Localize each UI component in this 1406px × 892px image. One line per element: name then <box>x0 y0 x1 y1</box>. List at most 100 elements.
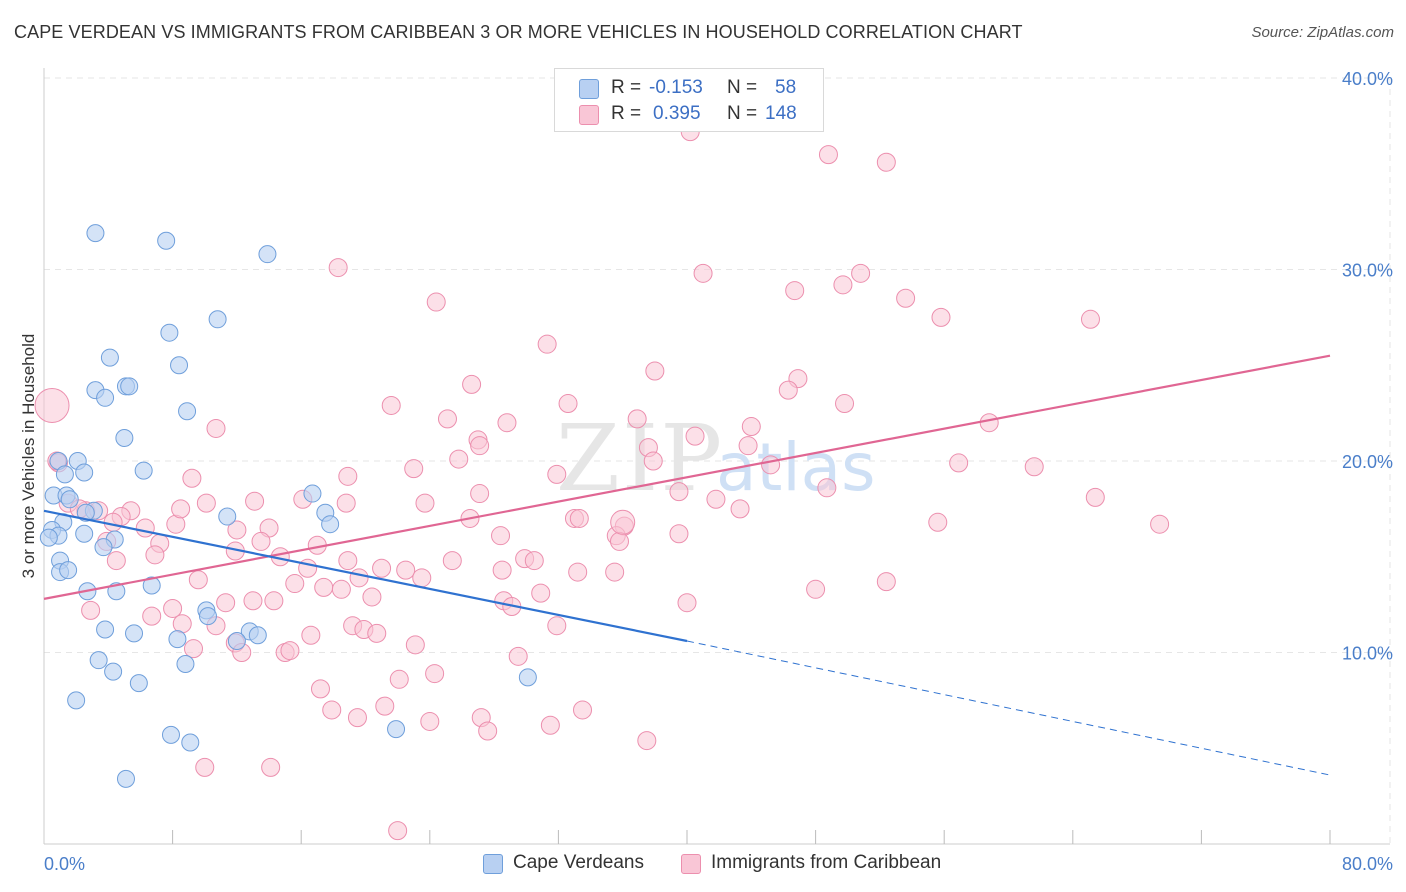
point-immigrants-from-caribbean <box>835 394 855 414</box>
trend-lines <box>43 354 1331 776</box>
point-immigrants-from-caribbean <box>405 635 425 655</box>
point-immigrants-from-caribbean <box>677 593 697 613</box>
chart-title: CAPE VERDEAN VS IMMIGRANTS FROM CARIBBEA… <box>14 22 1023 42</box>
point-immigrants-from-caribbean <box>876 152 896 172</box>
point-cape-verdeans <box>321 515 340 534</box>
point-immigrants-from-caribbean <box>280 641 300 661</box>
bottom-legend-label: Cape Verdeans <box>513 852 644 873</box>
point-cape-verdeans <box>518 668 537 687</box>
point-immigrants-from-caribbean <box>328 258 348 278</box>
point-immigrants-from-caribbean <box>338 466 358 486</box>
point-cape-verdeans <box>75 463 94 482</box>
point-immigrants-from-caribbean <box>547 464 567 484</box>
legend-swatch-blue <box>579 79 599 99</box>
point-cape-verdeans <box>303 484 322 503</box>
point-cape-verdeans <box>67 691 86 710</box>
point-immigrants-from-caribbean <box>568 562 588 582</box>
point-cape-verdeans <box>55 465 74 484</box>
point-immigrants-from-caribbean <box>573 700 593 720</box>
point-cape-verdeans <box>115 429 134 448</box>
point-immigrants-from-caribbean <box>817 478 837 498</box>
point-immigrants-from-caribbean <box>706 489 726 509</box>
point-immigrants-from-caribbean <box>470 436 490 456</box>
point-immigrants-from-caribbean <box>497 413 517 433</box>
point-cape-verdeans <box>176 654 195 673</box>
legend-n-value: 58 <box>775 77 797 98</box>
legend-r-value: -0.153 <box>649 77 703 98</box>
point-immigrants-from-caribbean <box>741 417 761 437</box>
point-cape-verdeans <box>208 310 227 329</box>
point-immigrants-from-caribbean <box>669 524 689 544</box>
point-immigrants-from-caribbean <box>685 426 705 446</box>
point-cape-verdeans <box>75 524 94 543</box>
point-cape-verdeans <box>86 224 105 243</box>
point-immigrants-from-caribbean <box>404 459 424 479</box>
point-immigrants-from-caribbean <box>470 484 490 504</box>
point-cape-verdeans <box>227 632 246 651</box>
legend-r-label: R = <box>611 77 642 98</box>
point-immigrants-from-caribbean <box>531 583 551 603</box>
point-immigrants-from-caribbean <box>135 518 155 538</box>
point-immigrants-from-caribbean <box>349 568 369 588</box>
point-immigrants-from-caribbean <box>310 679 330 699</box>
point-cape-verdeans <box>129 674 148 693</box>
point-immigrants-from-caribbean <box>627 409 647 429</box>
point-immigrants-from-caribbean <box>264 591 284 611</box>
point-cape-verdeans <box>134 461 153 480</box>
y-tick-label: 10.0% <box>1342 644 1393 664</box>
point-immigrants-from-caribbean <box>336 493 356 513</box>
point-immigrants-from-caribbean <box>462 374 482 394</box>
point-cape-verdeans <box>170 356 189 375</box>
point-immigrants-from-caribbean <box>338 551 358 571</box>
trend-line-cape-verdeans-extrapolated <box>686 640 1331 776</box>
point-immigrants-from-caribbean <box>1024 457 1044 477</box>
point-cape-verdeans <box>94 538 113 557</box>
x-tick-label: 80.0% <box>1342 854 1393 874</box>
point-immigrants-from-caribbean <box>1085 487 1105 507</box>
point-immigrants-from-caribbean <box>669 482 689 502</box>
trend-line-cape-verdeans <box>43 509 688 643</box>
y-axis-label: 3 or more Vehicles in Household <box>19 334 38 579</box>
y-tick-label: 30.0% <box>1342 261 1393 281</box>
point-immigrants-from-caribbean <box>833 275 853 295</box>
point-cape-verdeans <box>116 769 135 788</box>
point-immigrants-from-caribbean <box>569 508 589 528</box>
point-immigrants-from-caribbean <box>183 639 203 659</box>
point-immigrants-from-caribbean <box>492 560 512 580</box>
point-cape-verdeans <box>178 402 197 421</box>
point-immigrants-from-caribbean <box>478 721 498 741</box>
point-immigrants-from-caribbean <box>491 526 511 546</box>
point-cape-verdeans <box>218 507 237 526</box>
point-cape-verdeans <box>60 490 79 509</box>
point-immigrants-from-caribbean <box>251 531 271 551</box>
point-cape-verdeans <box>168 630 187 649</box>
x-tick-label: 0.0% <box>44 854 85 874</box>
point-immigrants-from-caribbean <box>785 281 805 301</box>
point-immigrants-from-caribbean <box>243 591 263 611</box>
legend-n-label: N = <box>727 77 758 98</box>
point-cape-verdeans <box>198 607 217 626</box>
y-tick-label: 20.0% <box>1342 452 1393 472</box>
point-immigrants-from-caribbean <box>145 545 165 565</box>
point-immigrants-from-caribbean <box>142 606 162 626</box>
point-cape-verdeans <box>59 561 78 580</box>
point-immigrants-from-caribbean <box>547 616 567 636</box>
point-immigrants-from-caribbean <box>537 334 557 354</box>
point-immigrants-from-caribbean <box>610 509 636 535</box>
point-immigrants-from-caribbean <box>331 579 351 599</box>
point-immigrants-from-caribbean <box>643 451 663 471</box>
point-immigrants-from-caribbean <box>896 288 916 308</box>
point-immigrants-from-caribbean <box>979 413 999 433</box>
bottom-legend-label: Immigrants from Caribbean <box>711 852 942 873</box>
point-immigrants-from-caribbean <box>693 263 713 283</box>
point-immigrants-from-caribbean <box>426 292 446 312</box>
legend-n-label: N = <box>727 103 758 124</box>
point-immigrants-from-caribbean <box>375 696 395 716</box>
legend-r-value: 0.395 <box>653 103 701 124</box>
point-cape-verdeans <box>76 503 95 522</box>
tick-labels: 10.0% 20.0% 30.0% 40.0% 0.0% 80.0% <box>44 69 1393 874</box>
point-immigrants-from-caribbean <box>301 625 321 645</box>
point-immigrants-from-caribbean <box>389 669 409 689</box>
legend-swatch-pink <box>579 105 599 125</box>
